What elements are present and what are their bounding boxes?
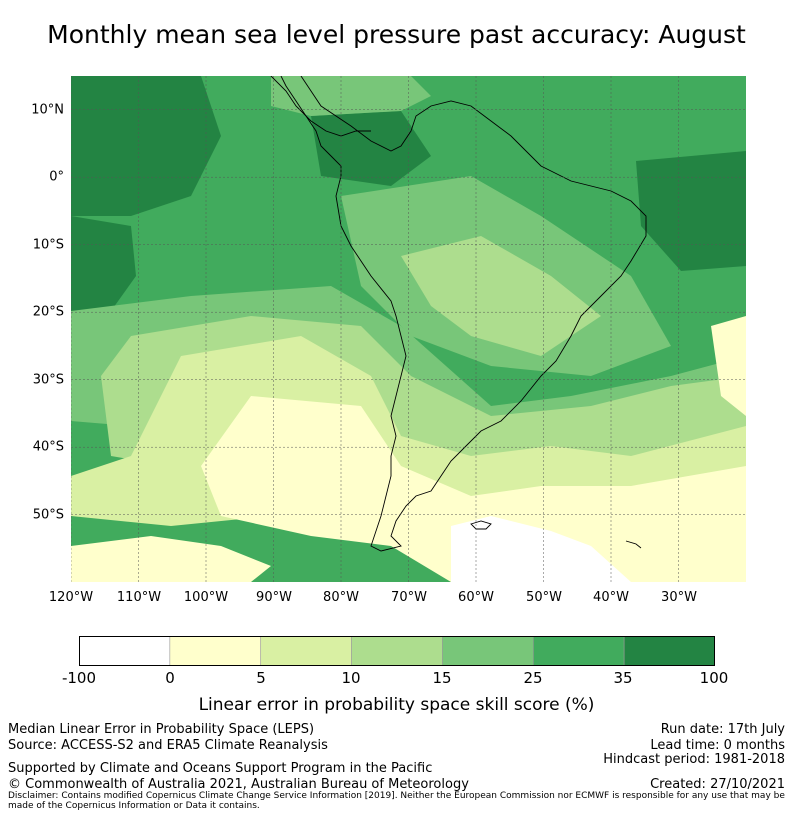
colorbar <box>79 636 715 666</box>
colorbar-tick: 5 <box>256 669 266 687</box>
footer-disclaimer: Disclaimer: Contains modified Copernicus… <box>8 791 785 811</box>
colorbar-tick: 0 <box>165 669 175 687</box>
map-title: Monthly mean sea level pressure past acc… <box>47 20 746 49</box>
colorbar-segment <box>169 636 262 666</box>
lat-label-10s: 10°S <box>32 237 64 253</box>
footer-method: Median Linear Error in Probability Space… <box>8 722 315 737</box>
lon-label-40w: 40°W <box>593 590 629 605</box>
skill-zone-negative <box>451 516 631 582</box>
coastline-south-georgia <box>625 540 642 549</box>
lon-label-30w: 30°W <box>661 590 697 605</box>
footer-run-date: Run date: 17th July <box>660 722 785 737</box>
colorbar-tick: 25 <box>523 669 543 687</box>
colorbar-segment <box>442 636 534 666</box>
skill-zone-high-east <box>636 151 746 271</box>
skill-zone-high-west <box>71 216 136 316</box>
lon-label-80w: 80°W <box>323 590 359 605</box>
lat-label-20s: 20°S <box>32 304 64 320</box>
footer-support: Supported by Climate and Oceans Support … <box>8 761 433 776</box>
skill-zone-lowest-west <box>71 536 271 582</box>
colorbar-tick: 35 <box>613 669 633 687</box>
graticule <box>71 76 746 582</box>
lon-label-110w: 110°W <box>116 590 162 605</box>
lat-label-30s: 30°S <box>32 372 64 388</box>
colorbar-tick: 15 <box>432 669 452 687</box>
lon-label-60w: 60°W <box>458 590 494 605</box>
colorbar-segment <box>260 636 352 666</box>
lon-label-120w: 120°W <box>48 590 94 605</box>
lon-label-50w: 50°W <box>526 590 562 605</box>
skill-zone-lowest-east <box>711 316 746 416</box>
footer-source: Source: ACCESS-S2 and ERA5 Climate Reana… <box>8 738 328 753</box>
footer-copyright: © Commonwealth of Australia 2021, Austra… <box>8 777 469 792</box>
footer-lead-time: Lead time: 0 months <box>650 738 785 753</box>
colorbar-segment <box>79 636 171 666</box>
coastline-falklands <box>470 520 492 530</box>
lon-label-70w: 70°W <box>391 590 427 605</box>
skill-zone-high-northwest <box>71 76 221 216</box>
colorbar-segment <box>351 636 443 666</box>
colorbar-tick: 100 <box>699 669 729 687</box>
coastline-south-america <box>280 76 647 552</box>
lat-label-50s: 50°S <box>32 507 64 523</box>
colorbar-frame <box>79 636 715 666</box>
lon-label-100w: 100°W <box>183 590 229 605</box>
footer-created: Created: 27/10/2021 <box>650 777 785 792</box>
footer-hindcast: Hindcast period: 1981-2018 <box>603 752 785 767</box>
skill-zone-low-land <box>401 236 601 356</box>
lon-label-90w: 90°W <box>256 590 292 605</box>
lat-label-0: 0° <box>49 169 64 185</box>
skill-score-map <box>71 76 746 582</box>
skill-zone-mid-north <box>271 76 431 116</box>
colorbar-segment <box>532 636 625 666</box>
coastline-central-america <box>270 76 371 137</box>
colorbar-tick: 10 <box>341 669 361 687</box>
lat-label-10n: 10°N <box>31 102 64 118</box>
colorbar-segment <box>623 636 715 666</box>
colorbar-tick: -100 <box>61 669 97 687</box>
skill-zone-lowest-south <box>201 396 746 582</box>
colorbar-label: Linear error in probability space skill … <box>198 695 595 715</box>
lat-label-40s: 40°S <box>32 439 64 455</box>
